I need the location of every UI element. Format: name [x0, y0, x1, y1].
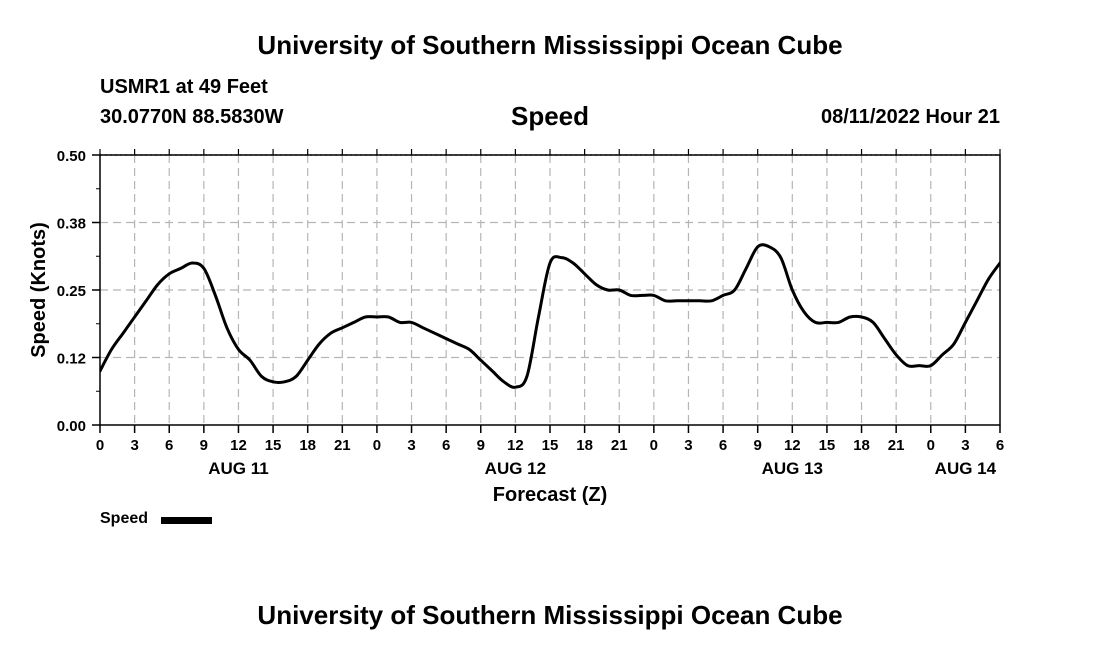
grid — [100, 154, 1000, 425]
y-axis-label: Speed (Knots) — [28, 222, 50, 358]
x-tick-label: 3 — [684, 437, 692, 454]
day-labels: AUG 11 AUG 12 AUG 13 AUG 14 — [208, 459, 996, 478]
x-tick-label: 12 — [507, 437, 524, 454]
x-tick-label: 21 — [334, 437, 351, 454]
x-axis: 0 3 6 9 12 15 18 21 0 3 6 9 12 15 18 21 0 3 6 9 12 15 18 21 0 3 6 — [96, 149, 1004, 454]
day-label: AUG 12 — [485, 459, 546, 478]
x-tick-label: 12 — [230, 437, 247, 454]
x-tick-label: 18 — [853, 437, 870, 454]
main-title: University of Southern Mississippi Ocean… — [257, 30, 843, 60]
x-tick-label: 6 — [165, 437, 173, 454]
y-tick-label: 0.38 — [57, 216, 86, 233]
x-tick-label: 0 — [927, 437, 935, 454]
day-label: AUG 11 — [208, 459, 268, 478]
station-coordinates: 30.0770N 88.5830W — [100, 106, 284, 128]
y-tick-label: 0.50 — [57, 148, 86, 165]
legend-label-speed: Speed — [100, 510, 149, 527]
day-label: AUG 13 — [762, 459, 823, 478]
x-tick-label: 9 — [477, 437, 485, 454]
x-tick-label: 3 — [961, 437, 969, 454]
x-tick-label: 0 — [373, 437, 381, 454]
series-line-speed — [100, 243, 1000, 389]
x-tick-label: 21 — [611, 437, 628, 454]
x-tick-label: 15 — [819, 437, 836, 454]
day-label: AUG 14 — [935, 459, 997, 478]
x-tick-label: 3 — [130, 437, 138, 454]
y-tick-label: 0.12 — [57, 351, 86, 368]
x-axis-label: Forecast (Z) — [493, 484, 607, 506]
x-tick-label: 18 — [576, 437, 593, 454]
x-tick-label: 6 — [719, 437, 727, 454]
x-tick-label: 0 — [650, 437, 658, 454]
y-tick-label: 0.25 — [57, 283, 86, 300]
x-tick-label: 9 — [754, 437, 762, 454]
legend-swatch-speed — [161, 517, 212, 524]
x-tick-label: 3 — [407, 437, 415, 454]
x-tick-label: 15 — [542, 437, 559, 454]
chart-title: Speed — [510, 101, 590, 131]
y-axis: 0.00 0.12 0.25 0.38 0.50 — [57, 148, 100, 435]
forecast-datetime: 08/11/2022 Hour 21 — [820, 106, 1000, 128]
footer-title: University of Southern Mississippi Ocean… — [257, 600, 843, 630]
x-tick-label: 6 — [442, 437, 450, 454]
x-tick-label: 9 — [200, 437, 208, 454]
y-tick-label: 0.00 — [57, 418, 86, 435]
x-tick-label: 21 — [888, 437, 905, 454]
x-tick-label: 0 — [96, 437, 104, 454]
x-tick-label: 12 — [784, 437, 801, 454]
x-tick-label: 15 — [265, 437, 282, 454]
x-tick-label: 6 — [996, 437, 1004, 454]
x-tick-label: 18 — [299, 437, 316, 454]
station-label: USMR1 at 49 Feet — [100, 76, 268, 98]
